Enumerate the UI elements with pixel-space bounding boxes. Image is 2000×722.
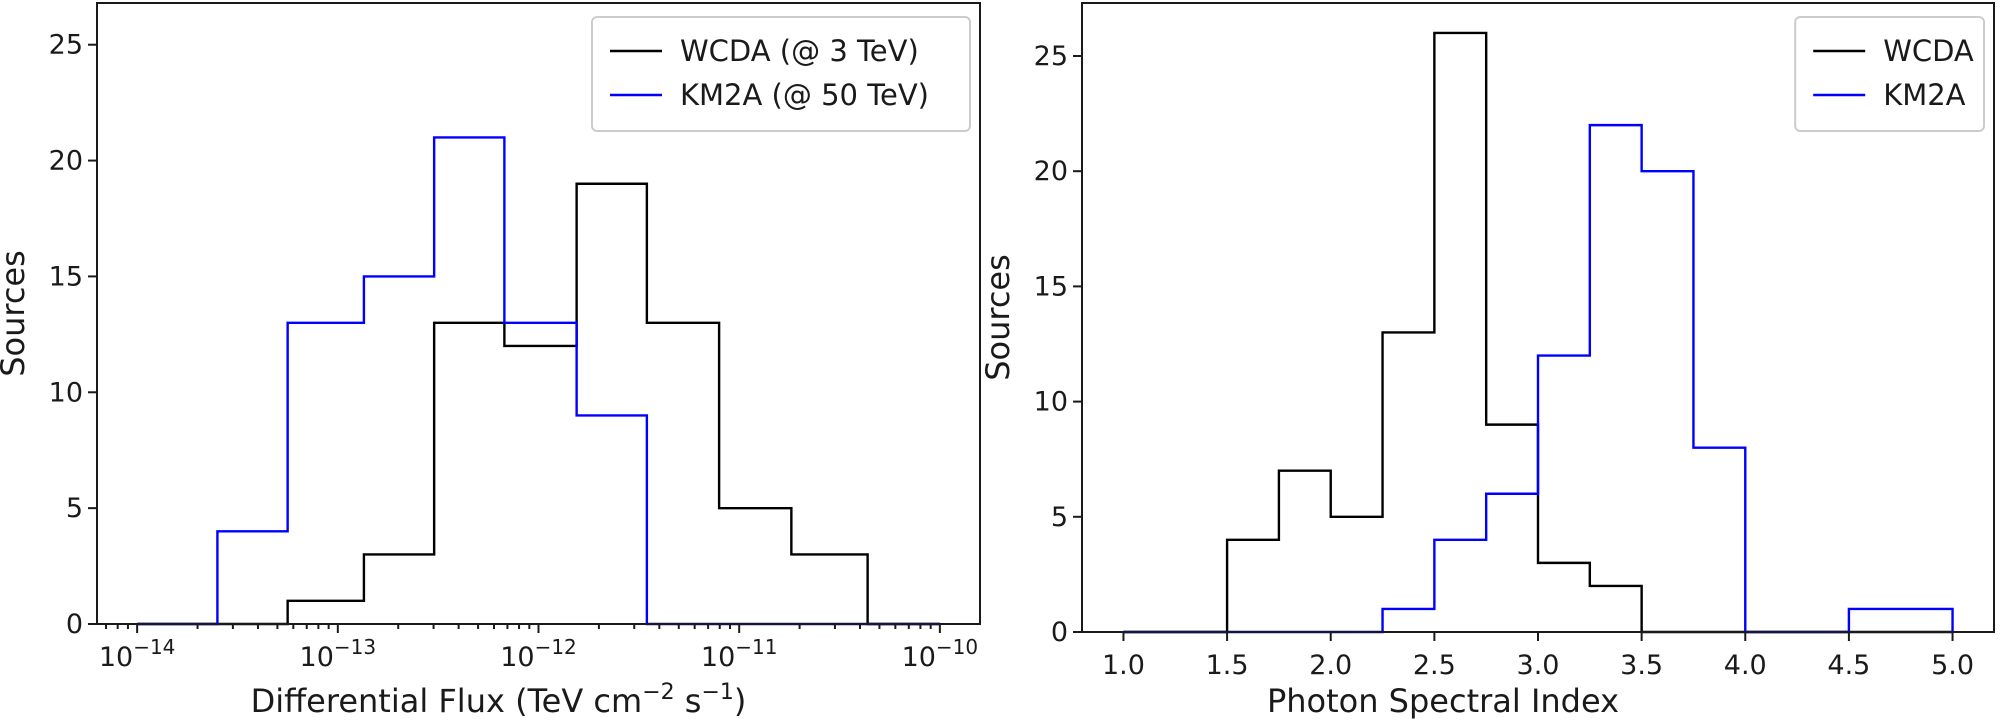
x-tick-label: 2.0 [1309, 650, 1352, 681]
x-tick-label: 10−10 [902, 635, 979, 673]
y-tick-label: 10 [49, 377, 83, 408]
legend-label: KM2A [1883, 78, 1965, 112]
y-tick-label: 5 [1051, 502, 1068, 533]
y-axis-title: Sources [0, 250, 32, 377]
y-tick-label: 20 [49, 146, 83, 177]
x-tick-label: 4.5 [1827, 650, 1870, 681]
y-tick-label: 5 [66, 493, 83, 524]
legend: WCDA KM2A [1794, 16, 1985, 132]
histogram-series-wcda [137, 182, 940, 626]
legend-box [591, 16, 971, 132]
legend-label: KM2A (@ 50 TeV) [680, 78, 929, 112]
x-tick-label: 10−12 [500, 635, 577, 673]
x-tick-label: 10−11 [701, 635, 778, 673]
legend-box [1794, 16, 1985, 132]
y-axis-title: Sources [979, 254, 1017, 381]
x-tick-label: 10−14 [99, 635, 176, 673]
y-tick-label: 15 [49, 261, 83, 292]
x-axis-title: Photon Spectral Index [1267, 682, 1619, 720]
y-tick-label: 0 [1051, 617, 1068, 648]
x-axis-title: Differential Flux (TeV cm−2 s−1) [251, 680, 747, 720]
y-tick-label: 10 [1034, 387, 1068, 418]
x-tick-label: 4.0 [1724, 650, 1767, 681]
y-tick-label: 25 [1034, 41, 1068, 72]
x-tick-label: 3.5 [1620, 650, 1663, 681]
legend-label: WCDA [1883, 34, 1974, 68]
x-tick-label: 2.5 [1413, 650, 1456, 681]
y-tick-label: 0 [66, 609, 83, 640]
x-tick-label: 1.0 [1102, 650, 1145, 681]
legend-label: WCDA (@ 3 TeV) [680, 34, 919, 68]
chart-panel-2: 0 5 10 15 20 25 1.0 1.5 2.0 2.5 3.0 3.5 4.0 4.5 5.0 Pho… [979, 2, 1995, 720]
y-tick-label: 15 [1034, 271, 1068, 302]
y-tick-label: 20 [1034, 156, 1068, 187]
x-tick-label: 1.5 [1206, 650, 1249, 681]
x-tick-label: 3.0 [1517, 650, 1560, 681]
histogram-series-km2a [137, 136, 940, 626]
legend: WCDA (@ 3 TeV) KM2A (@ 50 TeV) [591, 16, 971, 132]
x-tick-label: 5.0 [1931, 650, 1974, 681]
y-tick-label: 25 [49, 30, 83, 61]
chart-panel-1: 0 5 10 15 20 25 10−14 10−13 10−12 10−11 10−10 Diffe… [0, 2, 981, 720]
x-tick-label: 10−13 [300, 635, 377, 673]
